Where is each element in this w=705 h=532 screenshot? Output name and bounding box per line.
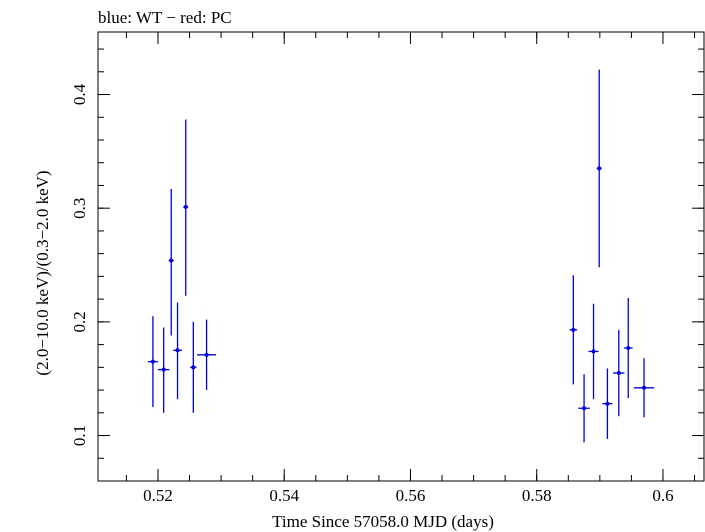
chart-title: blue: WT − red: PC bbox=[98, 8, 232, 27]
point-marker bbox=[183, 205, 188, 210]
point-marker bbox=[616, 371, 621, 376]
data-point bbox=[183, 119, 189, 296]
y-tick-labels: 0.1 0.2 0.3 0.4 bbox=[70, 83, 89, 446]
data-point bbox=[588, 303, 599, 400]
x-tick-label: 0.58 bbox=[522, 486, 552, 505]
data-point bbox=[613, 329, 625, 417]
point-marker bbox=[169, 258, 174, 263]
data-point bbox=[596, 69, 602, 268]
data-point bbox=[197, 319, 217, 391]
point-marker bbox=[204, 352, 209, 357]
point-marker bbox=[597, 166, 602, 171]
data-point bbox=[190, 321, 197, 413]
y-tick-label: 0.3 bbox=[70, 198, 89, 219]
point-marker bbox=[626, 346, 631, 351]
plot-frame bbox=[97, 31, 705, 482]
axis-ticks bbox=[98, 32, 704, 482]
x-tick-label: 0.54 bbox=[269, 486, 299, 505]
point-marker bbox=[591, 349, 596, 354]
data-point bbox=[569, 275, 578, 385]
data-point bbox=[157, 327, 170, 413]
data-point bbox=[633, 358, 655, 418]
y-tick-label: 0.4 bbox=[70, 83, 89, 105]
x-tick-label: 0.6 bbox=[652, 486, 673, 505]
data-point bbox=[623, 297, 633, 399]
x-axis-label: Time Since 57058.0 MJD (days) bbox=[272, 512, 494, 531]
point-marker bbox=[605, 401, 610, 406]
data-point bbox=[578, 374, 590, 443]
point-marker bbox=[642, 385, 647, 390]
data-point bbox=[173, 302, 182, 400]
x-tick-labels: 0.52 0.54 0.56 0.58 0.6 bbox=[143, 486, 674, 505]
data-points bbox=[147, 69, 655, 443]
point-marker bbox=[175, 348, 180, 353]
y-tick-label: 0.2 bbox=[70, 311, 89, 332]
point-marker bbox=[161, 367, 166, 372]
x-tick-label: 0.52 bbox=[143, 486, 173, 505]
point-marker bbox=[150, 359, 155, 364]
y-axis-label: (2.0−10.0 keV)/(0.3−2.0 keV) bbox=[33, 170, 52, 375]
data-point bbox=[602, 368, 613, 439]
x-tick-label: 0.56 bbox=[396, 486, 426, 505]
point-marker bbox=[191, 365, 196, 370]
y-tick-label: 0.1 bbox=[70, 425, 89, 446]
data-point bbox=[168, 188, 174, 336]
point-marker bbox=[571, 327, 576, 332]
point-marker bbox=[582, 406, 587, 411]
data-point bbox=[147, 316, 158, 408]
